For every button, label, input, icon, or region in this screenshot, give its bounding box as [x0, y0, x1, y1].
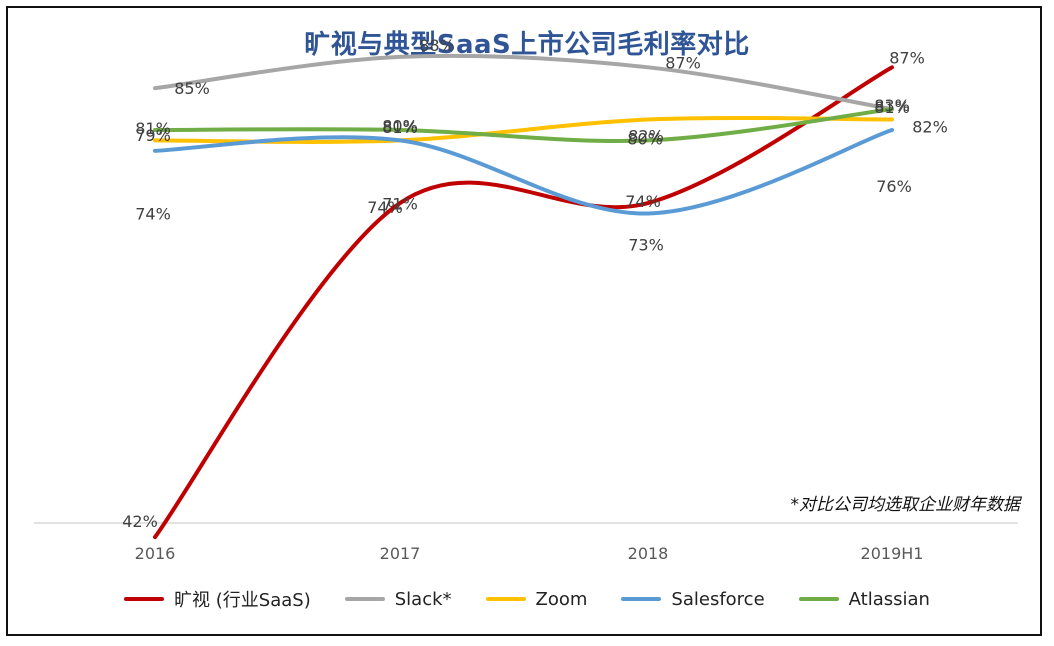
legend-swatch-saas [124, 597, 165, 601]
data-label-atlassian-3: 76% [876, 177, 912, 196]
data-label-zoom-0: 74% [135, 204, 171, 223]
legend-item-zoom: Zoom [485, 586, 588, 612]
data-label-atlassian-0: 81% [135, 119, 171, 138]
x-tick-label-0: 2016 [135, 544, 176, 563]
series-line-salesforce [153, 127, 894, 216]
legend-swatch-zoom [485, 597, 526, 601]
legend-item-atlassian: Atlassian [798, 586, 930, 612]
series-line-slack [153, 53, 894, 112]
series-line-saas [153, 65, 894, 540]
series-line-atlassian [153, 107, 894, 144]
legend-item-slack: Slack* [344, 586, 452, 612]
legend: 旷视 (行业SaaS) Slack* Zoom Salesforce Atlassian [0, 586, 1054, 612]
data-label-saas-3: 87% [889, 48, 925, 67]
data-label-zoom-3: 82% [912, 118, 948, 137]
chart-title: 旷视与典型SaaS上市公司毛利率对比 [304, 30, 750, 60]
data-label-salesforce-1: 80% [382, 116, 418, 135]
data-label-layer: 42%74% 74%87%85%88%87%83%74%71%82% 82%79% 8… [122, 36, 948, 531]
data-label-slack-3: 83% [874, 96, 910, 115]
data-label-salesforce-2: 73% [628, 235, 664, 254]
data-label-slack-0: 85% [174, 79, 210, 98]
data-label-atlassian-2: 80% [627, 129, 663, 148]
series-layer [153, 53, 894, 540]
data-label-slack-1: 88% [419, 36, 455, 55]
data-label-slack-2: 87% [665, 53, 701, 72]
x-tick-label-3: 2019H1 [861, 544, 924, 563]
data-label-atlassian-1: 81% [382, 118, 418, 137]
legend-label-zoom: Zoom [535, 588, 588, 610]
legend-item-salesforce: Salesforce [621, 586, 765, 612]
data-label-zoom-2: 82% [628, 127, 664, 146]
legend-item-saas: 旷视 (行业SaaS) [124, 586, 311, 612]
data-label-saas-2: 74% [625, 192, 661, 211]
data-label-saas-1: 74% [367, 198, 403, 217]
data-label-salesforce-3: 81% [874, 98, 910, 117]
footnote: *对比公司均选取企业财年数据 [790, 495, 1021, 515]
legend-label-salesforce: Salesforce [671, 588, 765, 610]
data-label-zoom-1: 71% [382, 194, 418, 213]
data-label-saas-0: 42% [122, 512, 158, 531]
legend-label-atlassian: Atlassian [848, 588, 930, 610]
legend-label-slack: Slack* [394, 588, 452, 610]
x-tick-label-1: 2017 [380, 544, 421, 563]
legend-swatch-slack [344, 597, 385, 601]
x-tick-label-2: 2018 [628, 544, 669, 563]
data-label-salesforce-0: 79% [135, 126, 171, 145]
legend-label-saas: 旷视 (行业SaaS) [174, 590, 311, 611]
legend-swatch-salesforce [621, 597, 662, 601]
legend-swatch-atlassian [798, 597, 839, 601]
x-tick-layer: 2016 2017 2018 2019H1 [135, 544, 924, 563]
